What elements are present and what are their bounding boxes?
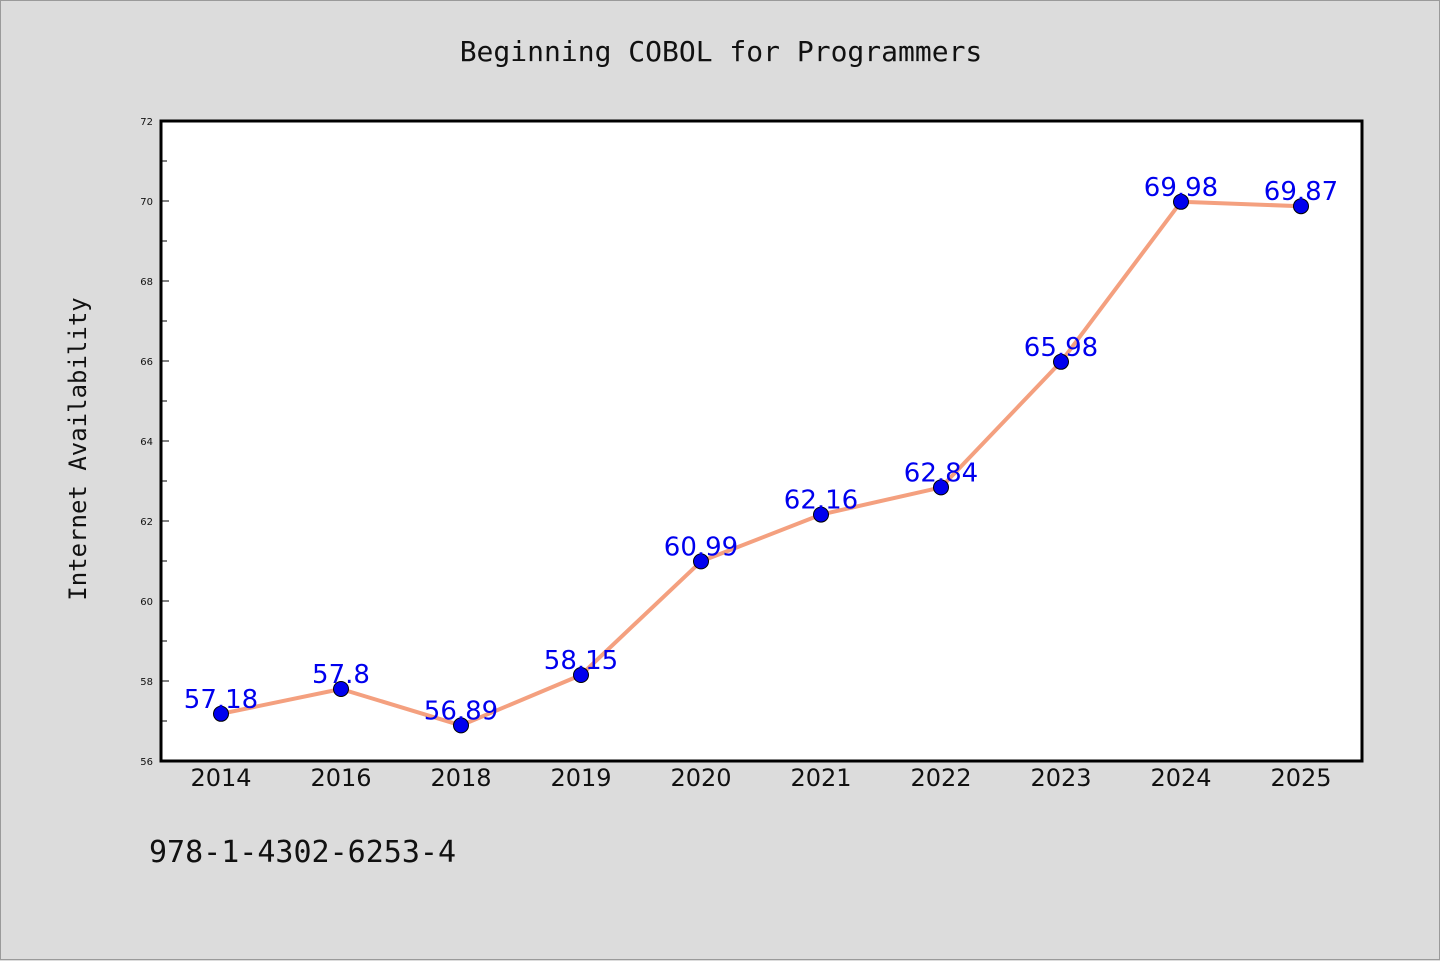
data-point (213, 705, 229, 722)
data-point (333, 681, 349, 697)
data-label: 60.99 (664, 532, 738, 562)
x-axis: 2014 2016 2018 2019 2020 2021 2022 2023 2024 2025 (190, 764, 1331, 792)
data-label: 62.84 (904, 458, 978, 488)
x-tick-label: 2019 (550, 764, 611, 792)
y-tick-label: 70 (140, 197, 153, 208)
x-tick-label: 2024 (1150, 764, 1211, 792)
y-axis: 56 58 60 62 64 66 68 70 72 (140, 117, 169, 768)
series-group: 57.18 57.8 56.89 58.15 60.99 62.16 62.84 65.98 6… (184, 173, 1338, 734)
y-tick-label: 60 (140, 597, 153, 608)
x-tick-label: 2016 (310, 764, 371, 792)
data-point (693, 553, 709, 570)
y-tick-label: 58 (140, 677, 153, 688)
x-tick-label: 2014 (190, 764, 251, 792)
data-label: 65.98 (1024, 333, 1098, 363)
y-tick-label: 66 (140, 357, 153, 368)
data-point (933, 479, 949, 496)
isbn-label: 978-1-4302-6253-4 (149, 835, 457, 870)
data-point (573, 667, 589, 683)
x-tick-label: 2020 (670, 764, 731, 792)
y-tick-label: 56 (140, 757, 153, 768)
y-axis-label: Internet Availability (64, 297, 92, 600)
data-point (1293, 198, 1309, 215)
data-label: 62.16 (784, 486, 858, 516)
series-line (219, 199, 1303, 728)
y-tick-label: 68 (140, 277, 153, 288)
data-point (1053, 353, 1069, 370)
y-tick-label: 64 (140, 437, 153, 448)
data-label: 58.15 (544, 646, 618, 676)
x-tick-label: 2023 (1030, 764, 1091, 792)
x-tick-label: 2022 (910, 764, 971, 792)
y-tick-label: 72 (140, 117, 153, 128)
data-label: 57.8 (312, 660, 370, 690)
data-point (813, 506, 829, 523)
data-label: 56.89 (424, 696, 498, 726)
data-label: 69.87 (1264, 177, 1338, 207)
chart-title: Beginning COBOL for Programmers (459, 35, 983, 68)
data-label: 57.18 (184, 685, 258, 715)
x-tick-label: 2021 (790, 764, 851, 792)
x-tick-label: 2018 (430, 764, 491, 792)
data-point (1173, 193, 1189, 210)
data-point (453, 717, 469, 734)
x-tick-label: 2025 (1270, 764, 1331, 792)
data-label: 69.98 (1144, 173, 1218, 203)
y-tick-label: 62 (140, 517, 153, 528)
